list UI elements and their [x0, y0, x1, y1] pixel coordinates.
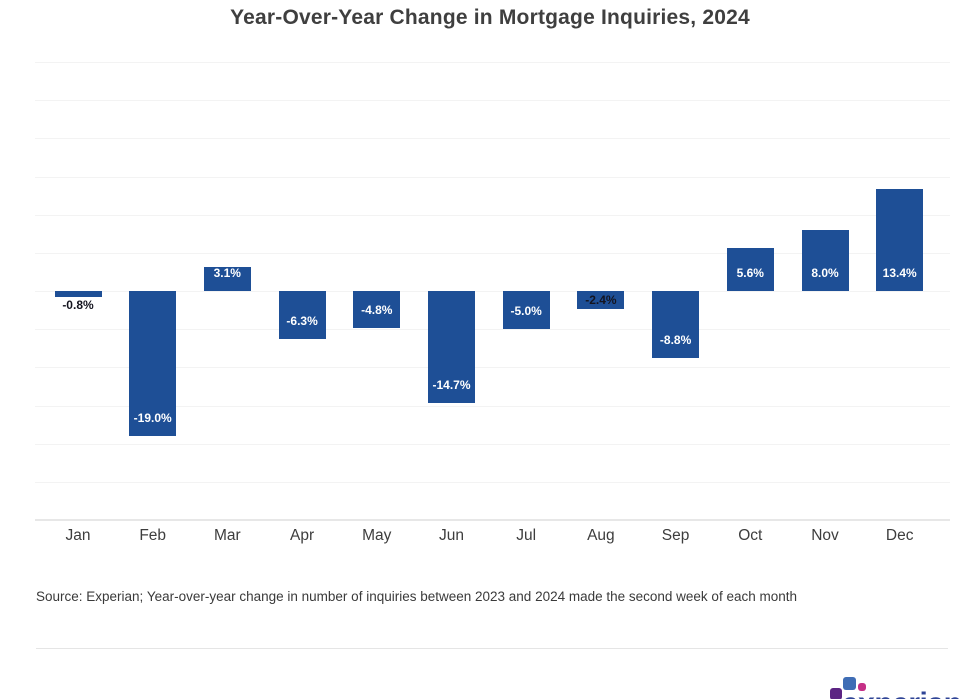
bar-mar: [203, 267, 251, 291]
x-tick-nov: Nov: [811, 527, 839, 544]
bar-jan: [54, 291, 102, 298]
gridline: [35, 443, 950, 445]
bar-value-label-oct: 5.6%: [736, 266, 764, 280]
x-tick-dec: Dec: [885, 527, 914, 544]
gridline: [35, 367, 950, 369]
bar-value-label-aug: -2.4%: [585, 293, 617, 308]
gridline: [35, 329, 950, 331]
bar-sep: [652, 291, 700, 359]
x-axis-ticks: Jan Feb Mar Apr May Jun Jul Aug Sep Oct Nov Dec: [35, 527, 950, 549]
bar-value-label-nov: 8.0%: [811, 266, 839, 280]
logo-blue-square-icon: [843, 677, 856, 690]
gridline: [35, 62, 950, 63]
gridline: [35, 214, 950, 216]
bar-nov: [801, 229, 849, 291]
x-tick-jan: Jan: [65, 527, 91, 544]
gridline: [35, 252, 950, 254]
bar-value-label-jul: -5.0%: [510, 304, 542, 319]
bar-oct: [726, 248, 774, 291]
bar-value-label-jun: -14.7%: [432, 378, 471, 393]
x-tick-may: May: [362, 527, 392, 544]
bar-feb: [129, 291, 177, 436]
bar-value-label-feb: -19.0%: [133, 411, 172, 425]
bar-value-label-dec: 13.4%: [882, 266, 917, 280]
bar-value-label-sep: -8.8%: [659, 333, 692, 348]
x-tick-jun: Jun: [439, 527, 464, 544]
bar-aug: [577, 291, 625, 310]
gridline-zero: [35, 291, 950, 292]
x-tick-apr: Apr: [290, 527, 315, 544]
gridline: [35, 100, 950, 102]
bar-apr: [278, 291, 326, 340]
x-axis-line: [35, 519, 950, 521]
x-tick-feb: Feb: [139, 527, 167, 544]
bar-value-label-may: -4.8%: [361, 302, 393, 317]
bar-dec: [876, 188, 924, 291]
logo-pink-square-icon: [858, 683, 866, 691]
footer-divider: [36, 648, 948, 649]
chart-area: -0.8% -19.0% 3.1% -6.3% -4.8% -14.7% -5.0% -2.4…: [35, 62, 950, 521]
bar-may: [353, 291, 401, 328]
x-tick-oct: Oct: [738, 527, 763, 544]
bar-jul: [502, 291, 550, 330]
logo-purple-square-icon: [830, 688, 842, 699]
experian-wordmark: experian: [842, 689, 962, 699]
x-tick-mar: Mar: [213, 527, 241, 544]
source-note: Source: Experian; Year-over-year change …: [36, 589, 797, 604]
bar-jun: [428, 291, 475, 404]
bar-value-label-jan: -0.8%: [62, 298, 94, 313]
x-tick-sep: Sep: [661, 527, 690, 544]
bar-value-label-apr: -6.3%: [286, 314, 318, 329]
gridline: [35, 176, 950, 178]
gridline: [35, 138, 950, 140]
chart-title: Year-Over-Year Change in Mortgage Inquir…: [230, 6, 750, 29]
gridline: [35, 481, 950, 483]
x-tick-jul: Jul: [516, 527, 537, 544]
experian-logo: experian: [830, 677, 980, 699]
bar-value-label-mar: 3.1%: [213, 266, 241, 280]
x-tick-aug: Aug: [587, 527, 615, 544]
gridline: [35, 405, 950, 407]
